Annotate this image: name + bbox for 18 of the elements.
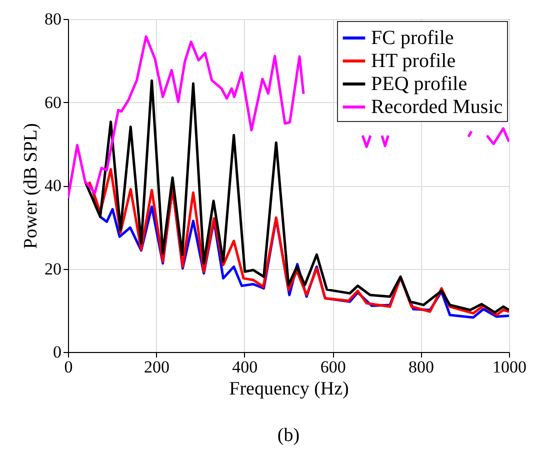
y-tick-label: 40 bbox=[44, 176, 62, 195]
x-tick-label: 200 bbox=[144, 358, 170, 376]
y-tick-label: 20 bbox=[44, 259, 62, 278]
legend-label: FC profile bbox=[371, 27, 454, 49]
legend-label: PEQ profile bbox=[371, 73, 468, 95]
y-tick-label: 60 bbox=[44, 92, 62, 112]
y-tick-label: 80 bbox=[44, 10, 62, 28]
x-axis-title: Frequency (Hz) bbox=[229, 378, 349, 400]
text: (b) bbox=[277, 425, 300, 446]
x-tick-label: 800 bbox=[408, 358, 434, 376]
y-axis-title: Power (dB SPL) bbox=[20, 123, 42, 249]
legend-label: HT profile bbox=[371, 50, 456, 72]
x-tick-label: 600 bbox=[320, 358, 346, 376]
y-tick-label: 0 bbox=[53, 342, 62, 362]
x-tick-label: 1000 bbox=[492, 358, 526, 376]
x-tick-label: 0 bbox=[64, 358, 73, 376]
legend-label: Recorded Music bbox=[371, 96, 503, 118]
x-tick-label: 400 bbox=[232, 358, 258, 376]
